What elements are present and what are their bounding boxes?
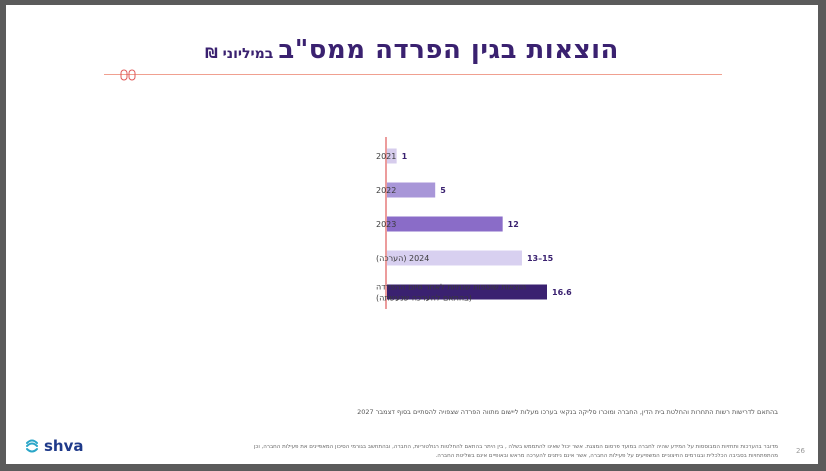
- slide: הוצאות בגין הפרדה ממס"ב במיליוני ₪ 1 2021…: [6, 5, 818, 464]
- bar-value-label-1: 5: [440, 186, 446, 195]
- category-label-4-0: הוצאות שוטפות שנתיות לאחר סיום ההפרדה: [376, 283, 526, 292]
- page-number: 26: [796, 447, 805, 455]
- category-label-3-0: 2024 (הערכה): [376, 254, 429, 263]
- bar-3: [387, 250, 522, 266]
- bar-value-label-2: 12: [508, 220, 519, 229]
- bar-2: [387, 216, 503, 232]
- bar-1: [387, 182, 436, 198]
- category-label-0-0: 2021: [376, 152, 396, 161]
- category-label-4-1: (בהתאם להערכה שנעשתה): [376, 294, 472, 303]
- bar-4: [387, 284, 547, 300]
- bar-value-label-4: 16.6: [552, 288, 572, 297]
- ornament-icon: [120, 69, 136, 81]
- expenses-bar-chart: 1 2021 5 2022 12 2023 13–15 2024 (הערכה) 16.6 הוצ…: [376, 137, 572, 309]
- shva-logo: shva: [24, 437, 84, 455]
- bar-0: [387, 148, 397, 164]
- title-divider: [104, 74, 722, 75]
- bar-value-label-0: 1: [402, 152, 408, 161]
- bar-value-label-3: 13–15: [527, 254, 554, 263]
- disclaimer: מדובר בהערכות ותחזיות המבוססות על המידע …: [98, 443, 778, 461]
- page-title: הוצאות בגין הפרדה ממס"ב במיליוני ₪: [6, 35, 818, 65]
- footnote: בהתאם לדרישות רשות התחרות והחלטת בית הדי…: [357, 408, 778, 416]
- title-main: הוצאות בגין הפרדה ממס"ב: [278, 35, 619, 65]
- category-label-2-0: 2023: [376, 220, 396, 229]
- logo-text: shva: [44, 437, 84, 455]
- title-sub: במיליוני ₪: [205, 46, 274, 62]
- disclaimer-line-1: מדובר בהערכות ותחזיות המבוססות על המידע …: [253, 444, 778, 450]
- category-label-1-0: 2022: [376, 186, 396, 195]
- disclaimer-line-2: מהתפתחויות בסביבה הכלכלית ובגורמים החיצו…: [435, 453, 778, 459]
- shva-logo-icon: [26, 439, 38, 453]
